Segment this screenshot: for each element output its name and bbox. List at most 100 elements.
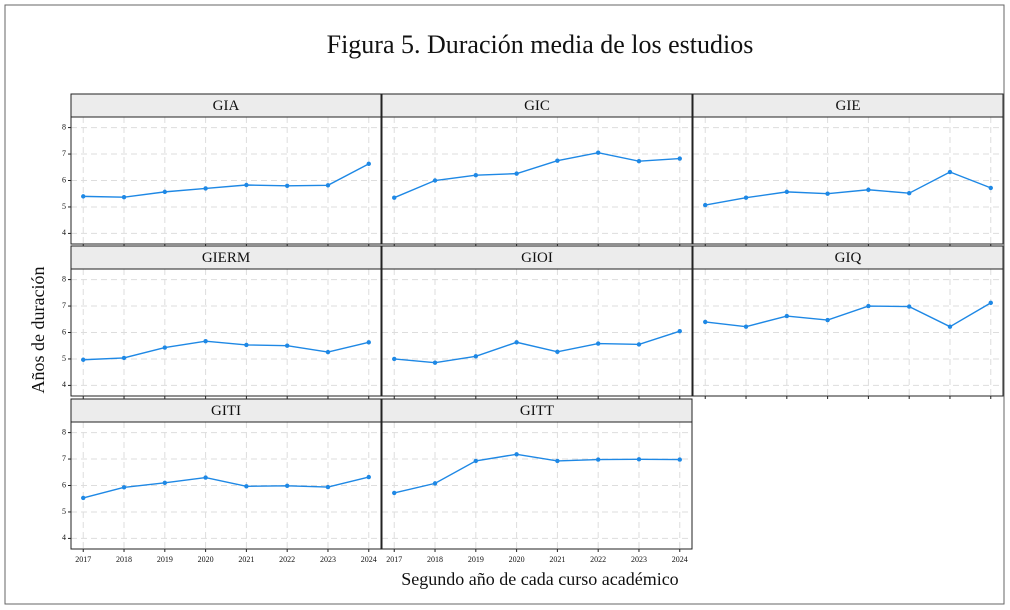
y-tick-label: 8 (62, 274, 66, 283)
data-point (432, 178, 438, 183)
data-point (162, 480, 168, 486)
data-point (947, 169, 953, 175)
data-point (988, 185, 993, 191)
data-point (473, 458, 479, 464)
x-tick-label: 2021 (549, 555, 565, 564)
data-point (636, 342, 642, 347)
data-point (514, 340, 519, 345)
strip-label: GITI (211, 403, 241, 419)
x-axis-label: Segundo año de cada curso académico (401, 569, 678, 589)
data-point (866, 187, 871, 192)
data-point (203, 339, 208, 344)
strip-label: GIOI (521, 250, 553, 266)
data-point (825, 317, 830, 323)
panel-border (692, 116, 1004, 245)
series-line (393, 152, 680, 199)
data-point (636, 158, 642, 164)
data-point (555, 458, 560, 464)
data-point (203, 186, 208, 191)
y-tick-label: 8 (62, 427, 66, 436)
data-point (514, 452, 519, 457)
data-point (703, 319, 708, 325)
x-tick-label: 2017 (75, 555, 91, 564)
strip-label: GIQ (835, 250, 862, 266)
strip-label: GIC (524, 98, 550, 114)
data-point (244, 484, 249, 489)
data-point (595, 150, 601, 155)
chart-title: Figura 5. Duración media de los estudios (327, 30, 754, 59)
y-tick-label: 8 (62, 122, 66, 131)
x-tick-label: 2018 (116, 555, 132, 564)
data-point (743, 324, 749, 329)
data-point (81, 194, 86, 199)
data-point (392, 195, 397, 200)
data-point (284, 183, 290, 188)
y-tick-label: 7 (62, 454, 66, 463)
y-tick-label: 6 (62, 480, 66, 489)
data-point (906, 191, 912, 196)
data-point (555, 349, 560, 355)
data-point (784, 313, 790, 319)
x-tick-label: 2019 (468, 555, 484, 564)
data-point (284, 483, 290, 488)
series-line (83, 340, 369, 361)
series-line (83, 163, 370, 198)
data-point (121, 355, 127, 361)
data-point (636, 457, 642, 462)
y-axis-label: Años de duración (28, 267, 48, 394)
data-point (555, 158, 560, 163)
panel-border (381, 116, 693, 245)
series-line (394, 330, 680, 364)
data-point (825, 191, 830, 196)
data-point (677, 457, 682, 462)
panel-border (381, 268, 693, 397)
y-tick-label: 5 (62, 354, 66, 363)
series-line (83, 476, 369, 499)
data-point (743, 195, 749, 200)
data-point (366, 474, 371, 480)
y-tick-label: 5 (62, 507, 66, 516)
data-point (432, 481, 438, 486)
data-point (244, 342, 249, 348)
x-tick-label: 2024 (672, 555, 688, 564)
data-point (988, 300, 993, 306)
x-tick-label: 2018 (427, 555, 443, 564)
y-tick-label: 6 (62, 175, 66, 184)
panel-border (381, 421, 693, 550)
strip-label: GIE (836, 98, 861, 114)
series-line (394, 453, 680, 494)
x-tick-label: 2017 (386, 555, 402, 564)
x-tick-label: 2022 (590, 555, 606, 564)
data-point (325, 183, 331, 188)
data-point (514, 171, 519, 176)
x-tick-label: 2020 (198, 555, 214, 564)
data-point (784, 189, 790, 195)
data-point (595, 341, 601, 346)
data-point (121, 485, 127, 490)
data-point (162, 345, 168, 350)
data-point (366, 340, 371, 345)
data-point (284, 343, 290, 348)
x-tick-label: 2022 (279, 555, 295, 564)
data-point (162, 189, 168, 195)
x-tick-label: 2023 (320, 555, 336, 564)
data-point (947, 324, 953, 329)
y-tick-label: 7 (62, 149, 66, 158)
data-point (473, 173, 479, 178)
y-tick-label: 4 (62, 533, 66, 542)
data-point (906, 304, 912, 309)
y-tick-label: 4 (62, 380, 66, 389)
data-point (325, 484, 331, 490)
data-point (366, 161, 371, 167)
y-tick-label: 5 (62, 202, 66, 211)
strip-label: GITT (520, 403, 554, 419)
series-line (705, 171, 992, 206)
data-point (325, 349, 331, 355)
data-point (392, 490, 397, 496)
data-point (866, 303, 871, 309)
data-point (595, 457, 601, 462)
y-tick-label: 4 (62, 228, 66, 237)
data-point (121, 194, 127, 200)
y-tick-label: 6 (62, 327, 66, 336)
